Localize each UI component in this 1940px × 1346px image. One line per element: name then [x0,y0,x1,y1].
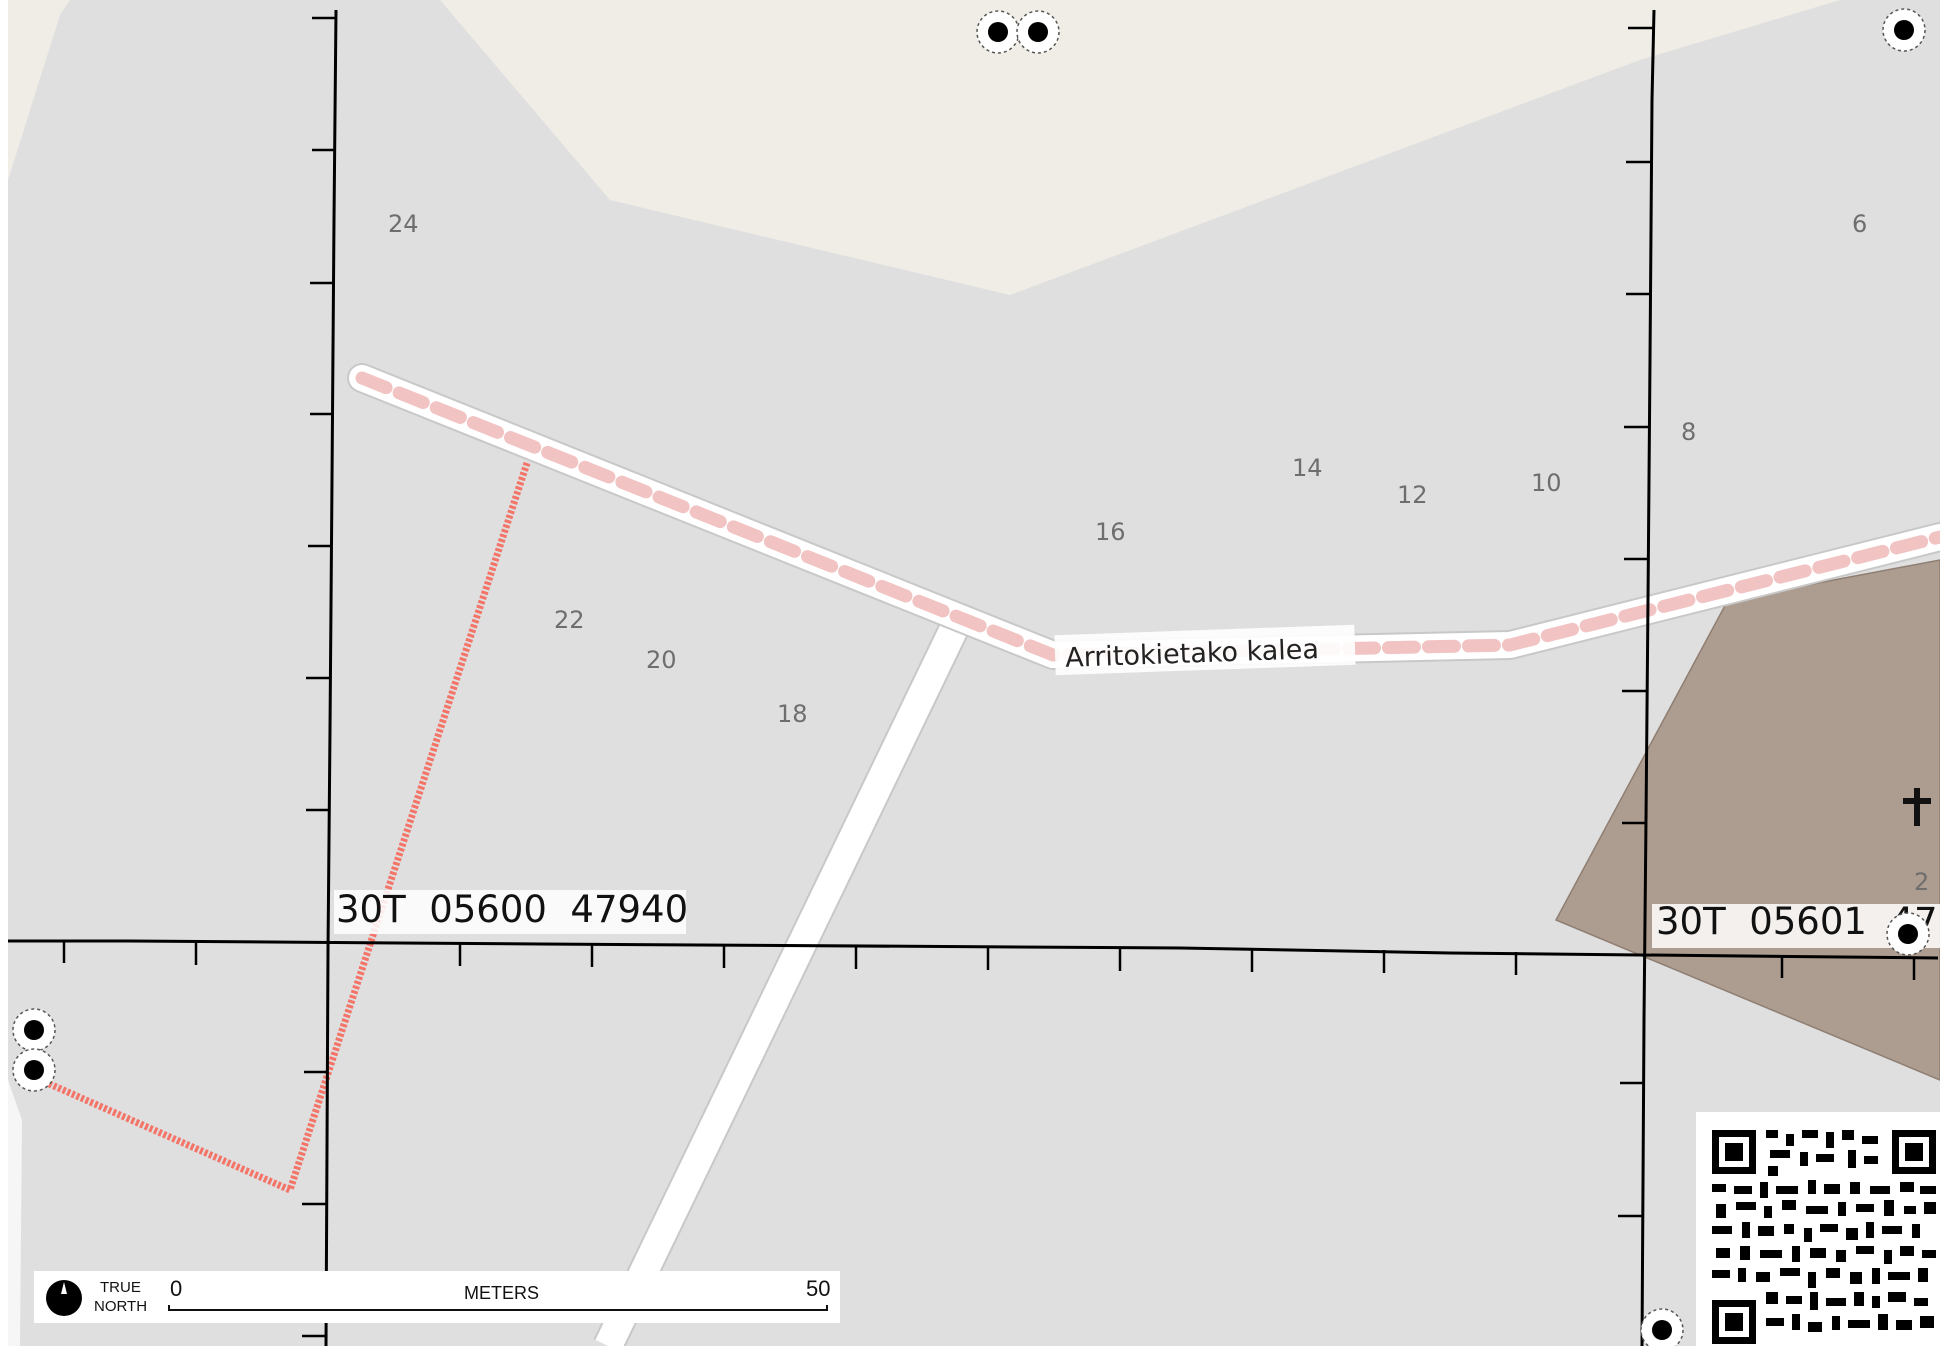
house-number: 6 [1852,210,1867,238]
scale-end-label: 50 [806,1276,831,1301]
point-marker-icon[interactable] [1886,912,1930,956]
scale-bar: TRUE NORTH 0 METERS 50 [34,1271,840,1323]
grid-lines [8,9,1939,1346]
grid-coordinate-label: 30T 05600 47940 [336,888,688,931]
point-marker-icon[interactable] [1016,10,1060,54]
scale-start-label: 0 [170,1276,183,1301]
cemetery-area [1554,559,1940,1081]
church-cross-icon [1903,788,1931,826]
house-number: 20 [646,646,677,674]
north-label-north: NORTH [94,1298,148,1315]
grid-ticks-horizontal [62,941,1916,980]
house-number: 24 [388,210,419,238]
scale-line [168,1305,828,1311]
point-marker-icon[interactable] [976,10,1020,54]
house-number: 22 [554,606,585,634]
grid-line-horizontal [8,939,1939,960]
grid-ticks-left [302,16,335,1338]
north-arrow-icon [46,1280,82,1316]
landuse-area-top [440,0,1840,295]
house-number: 18 [777,700,808,728]
point-marker-icon[interactable] [1882,8,1926,52]
house-number: 8 [1681,418,1696,446]
house-number: 16 [1095,518,1126,546]
grid-ticks-right [1618,26,1653,1218]
house-number: 12 [1397,481,1428,509]
scale-unit-label: METERS [464,1283,540,1303]
north-label-true: TRUE [100,1279,141,1296]
white-margin-left [0,0,8,1346]
house-number: 10 [1531,469,1562,497]
street-label-bg [1054,624,1356,676]
service-road [595,603,976,1346]
house-numbers: 24 22 20 18 16 14 12 10 8 6 2 [388,210,1929,896]
grid-line-vertical-right [1640,9,1656,1346]
house-number: 2 [1914,868,1929,896]
grid-line-vertical-left [324,9,338,1346]
point-marker-icon[interactable] [12,1008,56,1052]
house-number: 14 [1292,454,1323,482]
white-edge-left [8,1080,22,1346]
point-markers [12,8,1930,1346]
landuse-area-top-left [8,0,70,180]
grid-label-bg [334,890,686,934]
point-marker-icon[interactable] [12,1048,56,1092]
qr-code-icon [1696,1112,1940,1346]
point-marker-icon[interactable] [1640,1308,1684,1346]
